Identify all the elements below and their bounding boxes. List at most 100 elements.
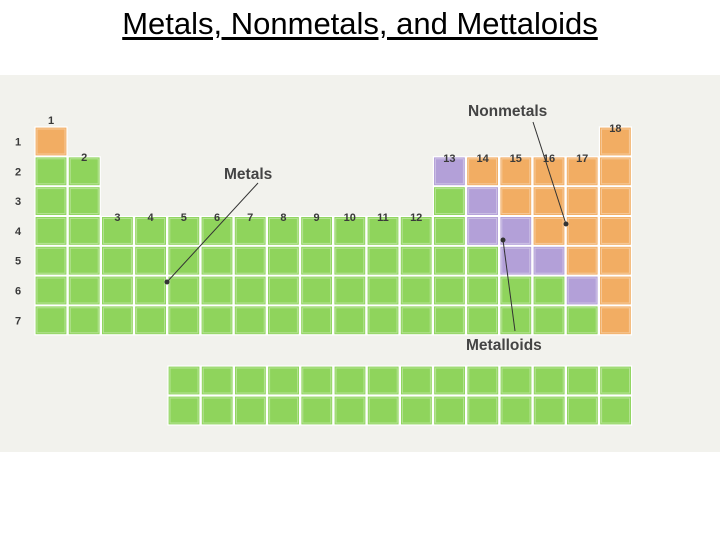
metal-cell (499, 305, 533, 336)
metal-cell-bevel (169, 217, 199, 244)
f-block-cell (267, 365, 301, 396)
f-block-cell-bevel (534, 367, 564, 394)
metals-pointer-dot (164, 279, 170, 285)
f-block-cell (433, 395, 467, 426)
metal-cell-bevel (401, 217, 431, 244)
f-block-cell-bevel (501, 367, 531, 394)
metal-cell-bevel (36, 277, 66, 304)
nonmetal-cell (565, 156, 599, 187)
metal-cell-bevel (36, 247, 66, 274)
f-block-cell-bevel (269, 397, 299, 424)
metal-cell-bevel (235, 247, 265, 274)
nonmetal-cell-bevel (600, 217, 630, 244)
metalloid-cell-bevel (434, 158, 464, 185)
metal-cell (167, 305, 201, 336)
metal-cell-bevel (235, 307, 265, 334)
metal-cell (233, 245, 267, 276)
metal-cell (200, 245, 234, 276)
period-number-label: 4 (15, 226, 22, 238)
group-number-label: 15 (510, 153, 522, 165)
metal-cell (266, 245, 300, 276)
metalloid-cell (466, 185, 500, 217)
period-number-label: 2 (15, 166, 21, 178)
f-block-cell (532, 365, 566, 396)
metal-cell-bevel (69, 307, 99, 334)
group-number-label: 18 (609, 123, 621, 135)
metal-cell (399, 275, 433, 306)
f-block-cell (366, 395, 400, 426)
metal-cell (34, 275, 68, 306)
metal-cell-bevel (268, 217, 298, 244)
nonmetal-cell (598, 126, 633, 157)
f-block-cell-bevel (534, 397, 564, 424)
f-block-cell (598, 365, 633, 396)
metalloid-cell-bevel (534, 247, 564, 274)
nonmetal-cell-bevel (567, 217, 597, 244)
metal-cell-bevel (102, 307, 132, 334)
metal-cell-bevel (202, 217, 232, 244)
metals-label: Metals (224, 166, 272, 183)
metal-cell-bevel (468, 307, 498, 334)
metal-cell (34, 215, 68, 246)
metal-cell-bevel (368, 217, 398, 244)
f-block-cell (200, 395, 234, 426)
metal-cell-bevel (235, 277, 265, 304)
metal-cell (366, 275, 400, 306)
f-block-cell-bevel (235, 367, 265, 394)
metalloids-pointer (502, 239, 516, 332)
metal-cell (300, 275, 334, 306)
metal-cell-bevel (302, 217, 332, 244)
metal-cell (233, 215, 267, 246)
metal-cell-bevel (169, 307, 199, 334)
metal-cell (532, 305, 566, 336)
f-block-cell (300, 365, 334, 396)
nonmetal-cell (466, 156, 500, 187)
nonmetal-cell (565, 215, 599, 246)
period-number-label: 6 (15, 286, 21, 298)
metal-cell-bevel (69, 158, 99, 185)
f-block-cell-bevel (601, 397, 631, 424)
metal-cell-bevel (169, 247, 199, 274)
nonmetal-cell (598, 185, 633, 217)
metal-cell (399, 305, 433, 336)
nonmetal-cell (499, 156, 533, 187)
metal-cell (167, 215, 201, 246)
element-cells (34, 126, 633, 426)
metal-cell-bevel (468, 277, 498, 304)
metal-cell-bevel (36, 158, 66, 185)
metal-cell-bevel (368, 277, 398, 304)
group-number-label: 2 (81, 152, 87, 164)
metal-cell (333, 275, 367, 306)
nonmetal-cell-bevel (600, 277, 630, 304)
metal-cell-bevel (534, 277, 564, 304)
group-number-label: 7 (247, 212, 253, 224)
metal-cell (266, 305, 300, 336)
nonmetal-cell-bevel (567, 158, 597, 185)
f-block-cell-bevel (202, 367, 232, 394)
metal-cell-bevel (335, 247, 365, 274)
metalloid-cell (432, 156, 466, 187)
metal-cell (67, 275, 101, 306)
metal-cell-bevel (136, 277, 166, 304)
metal-cell (466, 305, 500, 336)
metal-cell (134, 305, 168, 336)
metal-cell (200, 275, 234, 306)
f-block-cell (565, 395, 600, 426)
f-block-cell-bevel (335, 397, 365, 424)
f-block-cell-bevel (401, 397, 431, 424)
metal-cell (67, 185, 101, 217)
metal-cell (432, 275, 466, 306)
metal-cell-bevel (302, 307, 332, 334)
f-block-cell-bevel (169, 397, 199, 424)
metal-cell-bevel (335, 307, 365, 334)
f-block-cell-bevel (468, 367, 498, 394)
nonmetal-cell (565, 185, 599, 217)
nonmetal-cell-bevel (567, 247, 597, 274)
metal-cell-bevel (434, 277, 464, 304)
metal-cell (333, 245, 367, 276)
period-number-label: 5 (15, 256, 21, 268)
metal-cell (67, 245, 101, 276)
f-block-cell-bevel (401, 367, 431, 394)
